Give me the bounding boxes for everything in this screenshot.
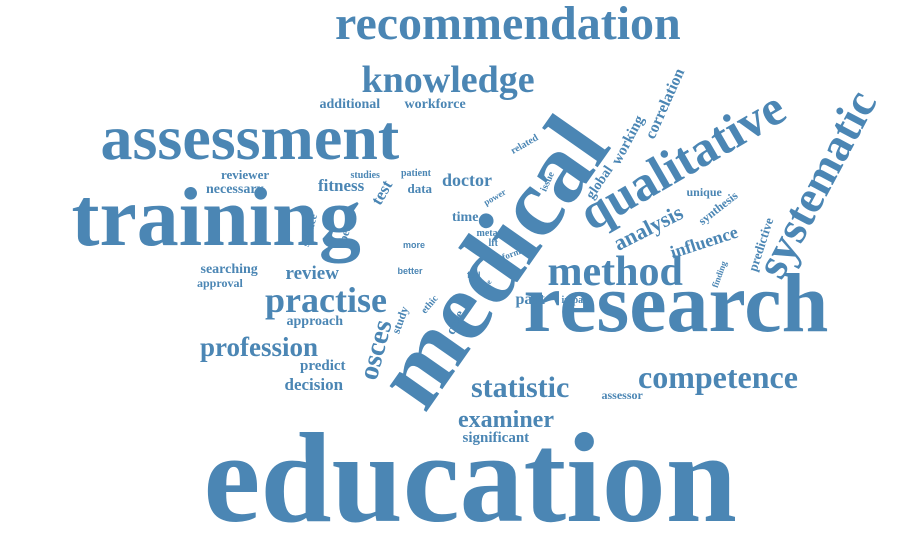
- word-better: better: [397, 265, 423, 276]
- word-additional: additional: [319, 97, 381, 112]
- word-full: full: [467, 269, 481, 280]
- word-unique: unique: [686, 185, 722, 199]
- word-test: test: [366, 176, 396, 208]
- word-knowledge: knowledge: [361, 59, 535, 101]
- word-statistic: statistic: [471, 371, 570, 404]
- word-assessment: assessment: [100, 102, 400, 173]
- word-recommendation: recommendation: [335, 0, 681, 50]
- word-searching: searching: [200, 262, 258, 277]
- word-more: more: [403, 239, 426, 250]
- word-predict: predict: [300, 357, 346, 374]
- word-assessor: assessor: [601, 388, 643, 402]
- word-patient: patient: [401, 168, 431, 179]
- word-profession: profession: [200, 331, 319, 362]
- word-part: part: [515, 291, 545, 308]
- word-necessary: necessary: [206, 182, 264, 197]
- word-fitness: fitness: [318, 175, 365, 195]
- word-education: education: [203, 407, 737, 542]
- word-impact: impact: [561, 295, 591, 306]
- word-competence: competence: [638, 359, 798, 395]
- word-lft: lft: [488, 238, 498, 249]
- word-approval: approval: [197, 276, 243, 290]
- word-training: training: [71, 171, 361, 264]
- word-significant: significant: [462, 429, 530, 446]
- word-time: time: [452, 210, 479, 225]
- word-data: data: [407, 180, 433, 196]
- word-review: review: [285, 262, 339, 284]
- word-research: research: [523, 257, 829, 350]
- word-studies: studies: [350, 170, 380, 181]
- word-doctor: doctor: [442, 170, 492, 190]
- word-method: method: [547, 249, 683, 295]
- word-practise: practise: [265, 280, 387, 320]
- word-approach: approach: [286, 314, 344, 329]
- word-decision: decision: [284, 374, 344, 394]
- word-workforce: workforce: [404, 97, 466, 112]
- word-meta: meta: [476, 228, 498, 239]
- word-influence: influence: [667, 221, 741, 263]
- word-examiner: examiner: [458, 407, 554, 433]
- word-reviewer: reviewer: [221, 166, 270, 182]
